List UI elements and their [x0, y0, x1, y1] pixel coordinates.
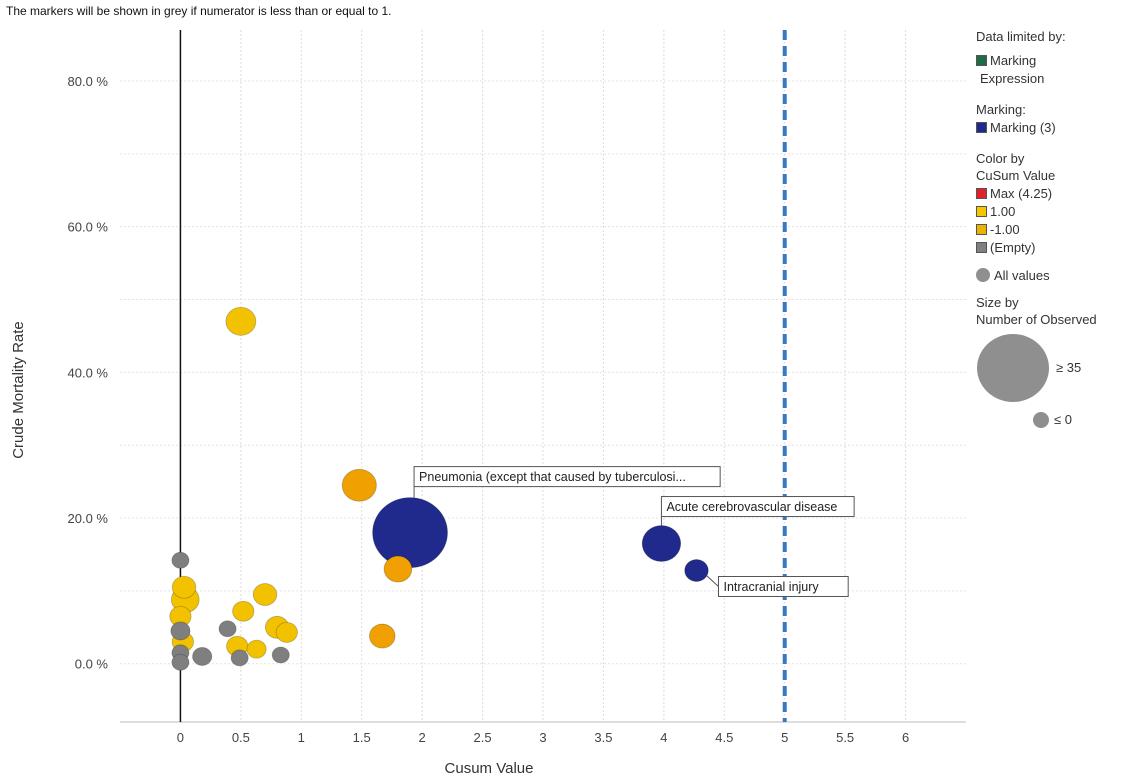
x-tick-label: 2 — [419, 730, 426, 745]
x-tick-label: 0.5 — [232, 730, 250, 745]
color-swatch — [976, 223, 987, 235]
legend-limit-item[interactable]: Marking — [976, 51, 1128, 69]
annotation-label: Pneumonia (except that caused by tubercu… — [419, 470, 686, 484]
data-point — [171, 551, 190, 569]
all-values-dot-icon — [976, 268, 990, 282]
y-tick-label: 60.0 % — [68, 220, 109, 235]
legend-size-title: Size by Number of Observed — [976, 294, 1128, 328]
legend-marking-item[interactable]: Marking (3) — [976, 118, 1128, 136]
legend-color-item[interactable]: -1.00 — [976, 220, 1128, 238]
legend-size-title-line1: Size by — [976, 295, 1019, 310]
size-min-label: ≤ 0 — [1054, 412, 1072, 427]
data-point — [271, 646, 290, 664]
legend-color-label: -1.00 — [990, 221, 1020, 237]
data-point — [372, 497, 448, 569]
scatter-chart: 0 0.5 1 1.5 2 2.5 3 3.5 4 4.5 5 5.5 60.0 %20.0 %40.0… — [10, 30, 966, 777]
x-tick-label: 3 — [539, 730, 546, 745]
legend-color-items: Max (4.25) 1.00 -1.00 (Empty) — [976, 184, 1128, 256]
x-tick-label: 1 — [298, 730, 305, 745]
marking-swatch — [976, 121, 987, 133]
data-point — [341, 468, 377, 502]
color-swatch — [976, 205, 987, 217]
legend-size-title-line2: Number of Observed — [976, 312, 1097, 327]
y-tick-label: 0.0 % — [75, 657, 109, 672]
legend: Data limited by: Marking Expression Mark… — [976, 28, 1128, 436]
legend-color-item[interactable]: (Empty) — [976, 238, 1128, 256]
data-point — [170, 621, 191, 641]
limit-swatch — [976, 54, 987, 66]
legend-color-title: Color by CuSum Value — [976, 150, 1128, 184]
data-point — [192, 647, 213, 666]
annotation-leader — [706, 575, 719, 587]
legend-all-values[interactable]: All values — [976, 266, 1128, 284]
x-tick-label: 4.5 — [715, 730, 733, 745]
color-swatch — [976, 241, 987, 253]
legend-limit-item-line1: Marking — [990, 52, 1037, 68]
data-point — [225, 306, 257, 336]
data-point — [275, 622, 298, 643]
x-tick-label: 5.5 — [836, 730, 854, 745]
x-tick-label: 6 — [902, 730, 909, 745]
x-tick-label: 0 — [177, 730, 184, 745]
data-point — [171, 575, 197, 599]
data-point — [232, 600, 255, 622]
annotation-box — [660, 496, 855, 518]
size-max-label: ≥ 35 — [1056, 360, 1082, 375]
annotation-box — [717, 575, 849, 597]
data-point — [684, 559, 709, 582]
legend-all-values-label: All values — [994, 267, 1050, 283]
x-axis-title: Cusum Value — [445, 760, 534, 777]
y-axis-title: Crude Mortality Rate — [10, 321, 27, 459]
legend-color-label: 1.00 — [990, 203, 1016, 219]
data-point — [230, 649, 249, 667]
x-tick-label: 4 — [660, 730, 667, 745]
x-tick-label: 2.5 — [474, 730, 492, 745]
y-tick-label: 20.0 % — [68, 511, 109, 526]
data-point — [641, 525, 682, 562]
color-swatch — [976, 187, 987, 199]
legend-marking-title: Marking: — [976, 102, 1026, 117]
data-point — [171, 653, 190, 671]
y-tick-label: 80.0 % — [68, 74, 109, 89]
legend-color-item[interactable]: Max (4.25) — [976, 184, 1128, 202]
y-tick-label: 40.0 % — [68, 365, 109, 380]
legend-marking-label: Marking (3) — [990, 119, 1056, 135]
legend-color-label: (Empty) — [990, 239, 1036, 255]
x-tick-label: 1.5 — [353, 730, 371, 745]
chart-note: The markers will be shown in grey if num… — [6, 4, 392, 18]
size-min-circle — [1033, 412, 1049, 428]
legend-size-scale: ≥ 35 ≤ 0 — [976, 328, 1128, 436]
x-tick-label: 3.5 — [594, 730, 612, 745]
data-point — [252, 583, 278, 606]
legend-color-title-line1: Color by — [976, 151, 1025, 166]
data-point — [369, 623, 396, 649]
annotation-box — [413, 466, 721, 488]
legend-color-label: Max (4.25) — [990, 185, 1053, 201]
x-tick-label: 5 — [781, 730, 788, 745]
annotation-label: Acute cerebrovascular disease — [666, 500, 837, 514]
legend-color-item[interactable]: 1.00 — [976, 202, 1128, 220]
legend-limit-item-line2: Expression — [980, 70, 1045, 86]
legend-limit-title: Data limited by: — [976, 29, 1066, 44]
data-point — [246, 639, 267, 659]
annotation-label: Intracranial injury — [723, 580, 819, 594]
data-point — [383, 555, 413, 583]
data-point — [218, 620, 237, 638]
legend-color-title-line2: CuSum Value — [976, 168, 1056, 183]
size-max-circle — [977, 334, 1049, 402]
